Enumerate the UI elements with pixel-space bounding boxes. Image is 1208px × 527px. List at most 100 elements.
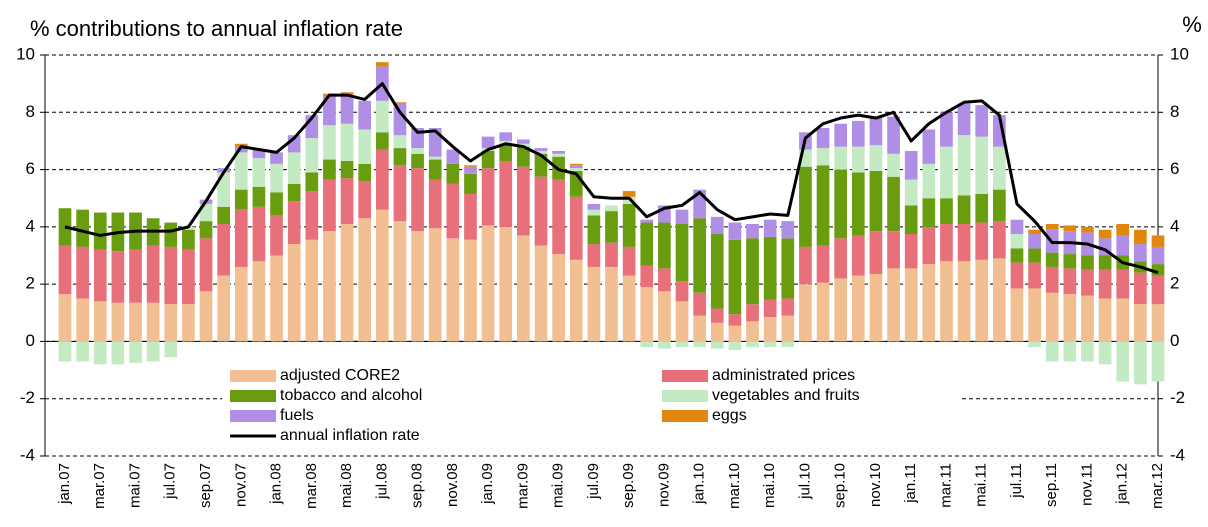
legend-label: vegetables and fruits	[712, 387, 860, 404]
bar-segment	[1134, 272, 1147, 305]
line-series	[64, 82, 1159, 275]
bar-segment	[1063, 225, 1077, 232]
bar-segment	[111, 251, 125, 303]
bar-segment	[481, 136, 495, 149]
bar-segment	[305, 239, 319, 342]
bar-segment	[252, 206, 266, 262]
bar-segment	[728, 341, 742, 351]
legend-swatch	[662, 410, 708, 422]
legend-label: tobacco and alcohol	[280, 387, 422, 404]
bar-segment	[746, 304, 759, 322]
bar-segment	[781, 221, 795, 239]
bar-segment	[992, 189, 1006, 222]
bar-segment	[605, 211, 618, 243]
bar-segment	[851, 172, 865, 236]
bar-segment	[1134, 244, 1147, 262]
chart-title: % contributions to annual inflation rate	[30, 16, 403, 41]
legend-box	[222, 362, 962, 454]
bar-segment	[323, 159, 336, 180]
y-tick-label: 4	[26, 216, 35, 235]
bar-segment	[1081, 295, 1094, 342]
bar-segment	[252, 158, 266, 187]
bar-segment	[746, 238, 759, 305]
bar-segment	[887, 176, 900, 232]
bar-segment	[569, 163, 583, 166]
x-tick-label: mar.11	[937, 463, 954, 508]
bar-segment	[164, 246, 178, 305]
x-tick-label: jul.11	[1008, 463, 1025, 499]
bar-segment	[904, 205, 918, 235]
x-tick-label: mai.09	[550, 463, 567, 508]
bar-segment	[763, 219, 777, 237]
bar-segment	[728, 325, 742, 342]
bar-segment	[975, 259, 989, 342]
bar-segment	[375, 209, 389, 342]
bar-segment	[534, 150, 548, 154]
bar-segment	[358, 129, 372, 164]
bar-segment	[287, 183, 301, 202]
bar-segment	[1028, 262, 1041, 289]
bar-segment	[1010, 234, 1024, 249]
x-tick-label: jul.09	[585, 463, 602, 500]
x-tick-label: nov.07	[232, 463, 249, 507]
y-tick-label: 6	[26, 159, 35, 178]
bar-segment	[851, 235, 865, 276]
bar-segment	[763, 236, 777, 300]
bar-segment	[1045, 292, 1059, 342]
bar-segment	[1081, 341, 1094, 362]
bar-segment	[1098, 255, 1112, 270]
y2-tick-label: 0	[1170, 331, 1179, 350]
bar-segment	[1045, 223, 1059, 230]
bar-segment	[217, 223, 231, 276]
bar-segment	[411, 231, 424, 342]
bar-segment	[957, 223, 971, 262]
bar-segment	[340, 123, 354, 161]
bar-segment	[569, 165, 583, 169]
bar-segment	[992, 221, 1006, 259]
bar-segment	[217, 206, 231, 224]
bar-segment	[710, 341, 724, 349]
bar-segment	[552, 150, 565, 154]
bar-segment	[640, 219, 654, 223]
x-tick-label: mai.08	[338, 463, 355, 508]
bar-segment	[569, 196, 583, 260]
bar-segment	[481, 168, 495, 226]
bar-segment	[640, 222, 654, 266]
bar-segment	[957, 103, 971, 136]
bar-segment	[851, 275, 865, 342]
x-tick-label: jan.08	[268, 463, 285, 505]
bar-segment	[887, 268, 900, 342]
bar-segment	[728, 222, 742, 240]
bar-segment	[234, 146, 248, 153]
bar-segment	[869, 231, 883, 275]
bar-segment	[1134, 341, 1147, 385]
bar-segment	[957, 135, 971, 196]
bar-segment	[76, 246, 89, 299]
bar-segment	[640, 341, 654, 348]
x-tick-label: jan.07	[56, 463, 73, 505]
x-tick-label: jul.10	[796, 463, 813, 500]
y2-axis-label: %	[1182, 12, 1202, 37]
y2-tick-label: 4	[1170, 216, 1179, 235]
x-tick-label: mar.07	[91, 463, 108, 509]
bar-segment	[517, 166, 530, 236]
bar-segment	[587, 244, 601, 267]
bar-segment	[93, 301, 107, 342]
x-tick-label: jul.07	[162, 463, 179, 500]
bar-segment	[640, 287, 654, 342]
bar-segment	[375, 149, 389, 210]
x-tick-label: jul.08	[373, 463, 390, 500]
y-tick-label: 0	[26, 331, 35, 350]
x-tick-label: mai.10	[761, 463, 778, 508]
bar-segment	[534, 176, 548, 246]
bar-segment	[975, 222, 989, 260]
bar-segment	[869, 116, 883, 146]
legend-label: annual inflation rate	[280, 427, 420, 444]
bar-segment	[1045, 266, 1059, 293]
bar-segment	[464, 193, 477, 240]
bar-segment	[1098, 298, 1112, 342]
y2-tick-label: 2	[1170, 274, 1179, 293]
bar-segment	[1028, 234, 1041, 249]
bar-segment	[1151, 304, 1165, 342]
bar-segment	[411, 153, 424, 169]
